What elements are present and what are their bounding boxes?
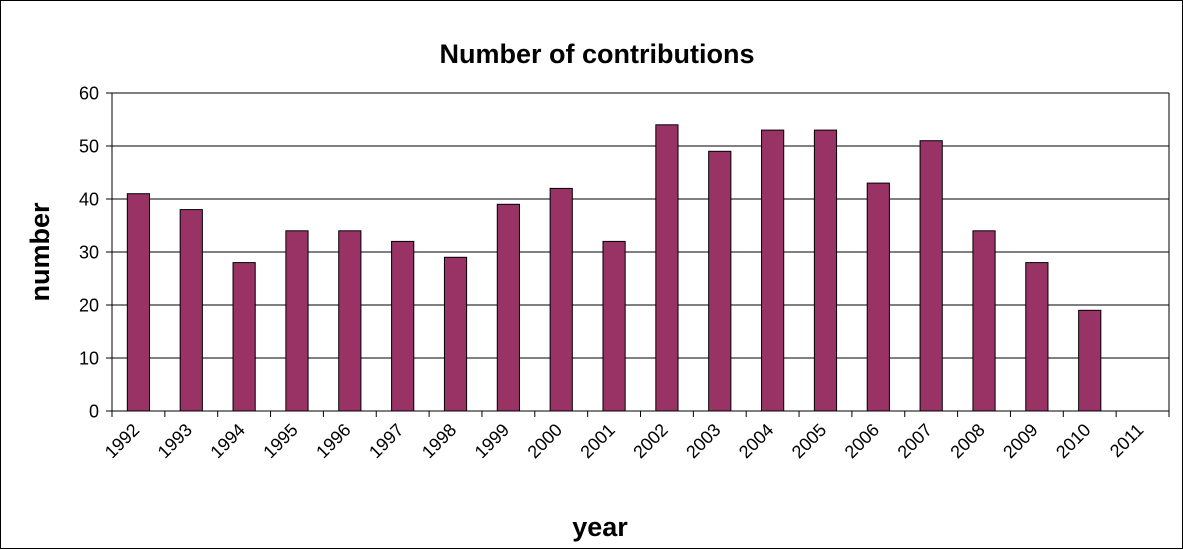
x-tick-label: 1999 [471, 420, 513, 462]
x-tick-label: 2002 [629, 420, 671, 462]
x-tick-label: 2009 [999, 420, 1041, 462]
y-tick-label: 40 [79, 190, 99, 210]
bar-2007 [919, 140, 943, 412]
x-tick-label: 1995 [259, 420, 301, 462]
x-tick-label: 2000 [524, 420, 566, 462]
x-tick-label: 2005 [788, 420, 830, 462]
y-tick-label: 50 [79, 137, 99, 157]
bar-1998 [443, 256, 468, 412]
bar-2003 [708, 150, 732, 412]
axes [106, 92, 1170, 417]
y-tick-labels: 0 10 20 30 40 50 60 [79, 84, 99, 422]
bar-1994 [232, 262, 256, 412]
y-tick-label: 60 [79, 84, 99, 104]
x-tick-label: 2003 [682, 420, 724, 462]
x-tick-label: 1994 [206, 420, 248, 462]
bar-2001 [602, 240, 626, 412]
y-tick-label: 10 [79, 349, 99, 369]
x-tick-label: 1992 [101, 420, 143, 462]
bar-1993 [179, 209, 203, 412]
bar-1996 [338, 230, 362, 412]
bar-1995 [285, 230, 309, 412]
bar-1999 [496, 203, 520, 412]
x-tick-label: 2001 [576, 420, 618, 462]
x-tick-label: 2010 [1052, 420, 1094, 462]
x-tick-label: 1998 [418, 420, 460, 462]
x-axis-title: year [572, 512, 628, 542]
grid-lines [112, 92, 1169, 412]
bar-2004 [761, 129, 785, 412]
x-tick-label: 2006 [841, 420, 883, 462]
y-tick-label: 30 [79, 243, 99, 263]
x-tick-label: 2004 [735, 420, 777, 462]
bar-1992 [126, 193, 151, 412]
x-tick-label: 1996 [312, 420, 354, 462]
bar-2008 [972, 230, 996, 412]
bar-2005 [813, 129, 838, 412]
bar-2010 [1078, 309, 1102, 412]
x-tick-label: 1997 [365, 420, 407, 462]
bar-2006 [866, 182, 890, 412]
bars [126, 124, 1102, 412]
x-tick-labels: 1992 1993 1994 1995 1996 1997 1998 1999 2000 2001… [101, 420, 1148, 462]
bar-2002 [655, 124, 679, 412]
bar-2000 [549, 187, 573, 412]
chart-title: Number of contributions [440, 39, 755, 69]
x-tick-label: 2008 [946, 420, 988, 462]
x-tick-label: 2011 [1106, 420, 1148, 462]
y-tick-label: 20 [79, 296, 99, 316]
y-tick-label: 0 [89, 402, 99, 422]
x-tick-label: 2007 [894, 420, 936, 462]
x-tick-label: 1993 [154, 420, 196, 462]
y-axis-title: number [25, 202, 55, 302]
bar-2009 [1025, 262, 1049, 412]
bar-1997 [391, 240, 415, 412]
